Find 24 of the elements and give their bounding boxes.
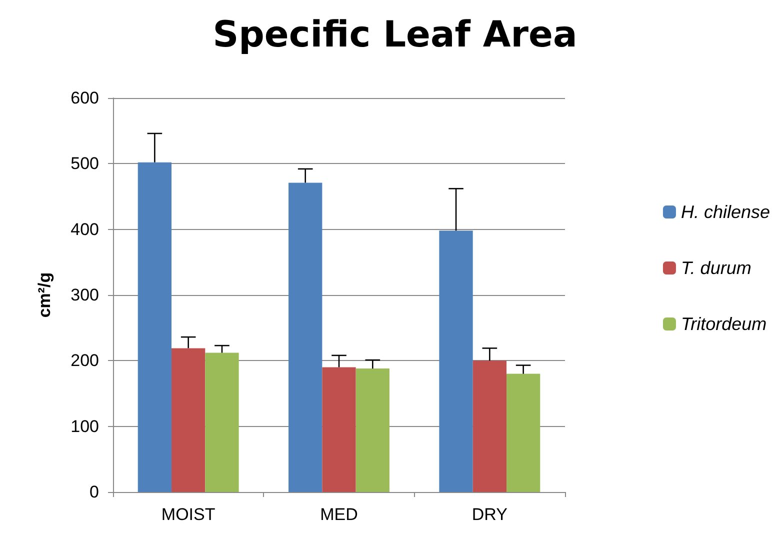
y-tick-label: 300 <box>70 286 99 304</box>
legend-label: H. chilense <box>680 202 770 222</box>
y-tick-label: 100 <box>70 416 99 436</box>
bar <box>322 367 356 492</box>
y-tick-label: 500 <box>70 154 99 174</box>
bar <box>138 162 172 492</box>
y-tick-label: 0 <box>90 482 99 502</box>
y-tick-label: 600 <box>70 88 99 108</box>
chart-title: Specific Leaf Area <box>212 14 578 56</box>
bar <box>472 360 506 492</box>
legend-label: Tritordeum <box>680 314 767 334</box>
y-tick-label: 400 <box>70 220 99 239</box>
bar <box>205 352 239 492</box>
bar <box>356 368 390 492</box>
y-tick-label: 200 <box>70 351 99 370</box>
y-axis-title: cm²/g <box>35 272 54 318</box>
bar <box>506 374 540 492</box>
bar <box>172 348 206 492</box>
bar <box>439 230 473 492</box>
bar <box>288 182 322 492</box>
x-tick-label: DRY <box>472 505 508 524</box>
legend-label: T. durum <box>680 258 752 278</box>
x-tick-label: MED <box>320 505 358 524</box>
x-tick-label: MOIST <box>161 505 216 524</box>
